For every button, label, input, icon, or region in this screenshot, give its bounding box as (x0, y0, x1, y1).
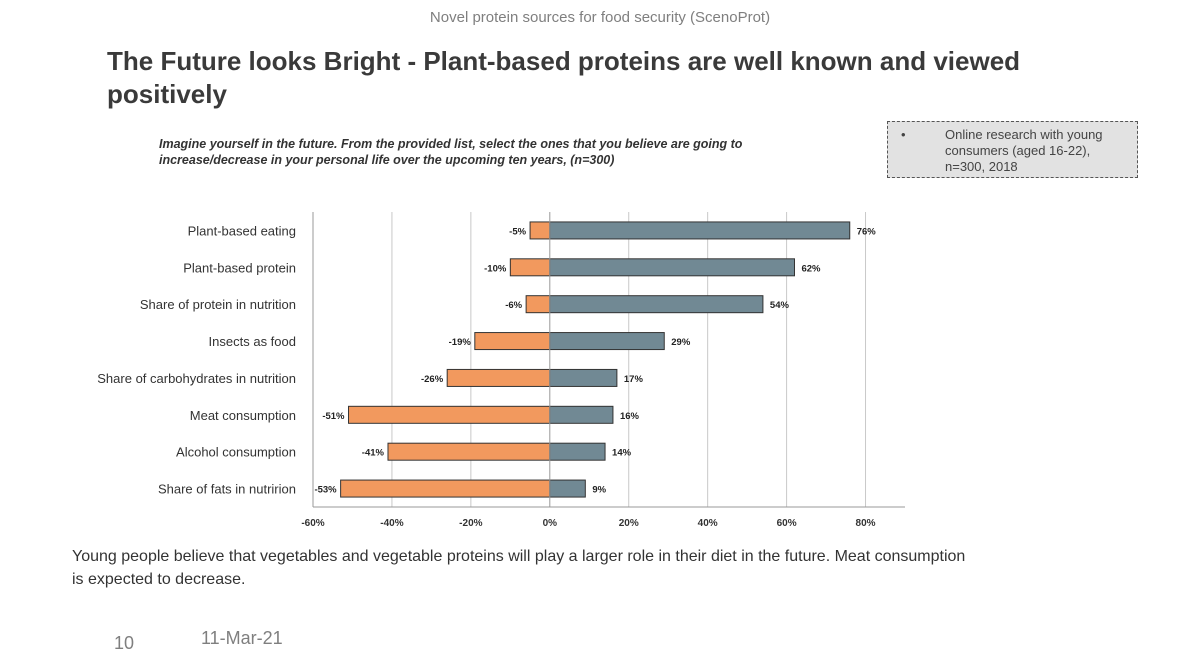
data-label-increase: 9% (592, 485, 606, 496)
x-tick-label: -40% (380, 518, 403, 529)
category-label: Plant-based eating (188, 223, 296, 238)
x-tick-label: -60% (301, 518, 324, 529)
category-label: Alcohol consumption (176, 445, 296, 460)
data-label-decrease: -26% (421, 374, 444, 385)
bar-decrease (474, 332, 551, 351)
data-label-decrease: -51% (322, 411, 345, 422)
data-label-increase: 17% (624, 374, 644, 385)
data-label-decrease: -10% (484, 263, 507, 274)
bar-increase (549, 368, 618, 387)
x-tick-label: -20% (459, 518, 482, 529)
survey-question: Imagine yourself in the future. From the… (159, 137, 743, 167)
bar-increase (549, 442, 606, 461)
category-label: Insects as food (209, 334, 296, 349)
x-tick-label: 20% (619, 518, 639, 529)
data-label-increase: 16% (620, 411, 640, 422)
data-label-decrease: -53% (314, 485, 337, 496)
bar-increase (549, 332, 665, 351)
bar-decrease (348, 405, 551, 424)
data-label-decrease: -5% (509, 226, 526, 237)
bar-decrease (529, 221, 551, 240)
diverging-bar-chart: -60% -40% -20% 0% 20% 40% 60% 80% Plant-based ea… (97, 212, 905, 529)
bar-increase (549, 479, 586, 498)
data-label-increase: 29% (671, 337, 691, 348)
category-label: Plant-based protein (183, 260, 296, 275)
page-number: 10 (114, 633, 135, 653)
data-label-decrease: -6% (505, 300, 522, 311)
note-box: • Online research with young consumers (… (887, 121, 1138, 178)
slide-title: The Future looks Bright - Plant-based pr… (107, 46, 1021, 109)
x-tick-label: 60% (777, 518, 797, 529)
category-label: Meat consumption (190, 408, 296, 423)
x-tick-label: 0% (543, 518, 558, 529)
x-tick-label: 40% (698, 518, 718, 529)
bar-decrease (446, 368, 551, 387)
category-label: Share of carbohydrates in nutrition (97, 371, 296, 386)
data-label-decrease: -41% (362, 448, 385, 459)
bar-increase (549, 405, 614, 424)
bar-decrease (525, 295, 551, 314)
bar-increase (549, 295, 764, 314)
x-tick-label: 80% (856, 518, 876, 529)
data-label-increase: 76% (857, 226, 877, 237)
header-text: Novel protein sources for food security … (429, 9, 771, 26)
footer-date: 11-Mar-21 (201, 628, 283, 648)
data-label-decrease: -19% (449, 337, 472, 348)
bar-increase (549, 258, 795, 277)
data-label-increase: 14% (612, 448, 632, 459)
data-label-increase: 54% (770, 300, 790, 311)
category-label: Share of protein in nutrition (140, 297, 296, 312)
bar-decrease (387, 442, 551, 461)
category-label: Share of fats in nutririon (158, 482, 296, 497)
note-text: Online research with young consumers (ag… (945, 127, 1103, 174)
bar-decrease (340, 479, 551, 498)
bar-decrease (509, 258, 551, 277)
data-label-increase: 62% (801, 263, 821, 274)
note-bullet: • (901, 127, 906, 142)
summary-text: Young people believe that vegetables and… (72, 548, 966, 588)
bar-increase (549, 221, 851, 240)
